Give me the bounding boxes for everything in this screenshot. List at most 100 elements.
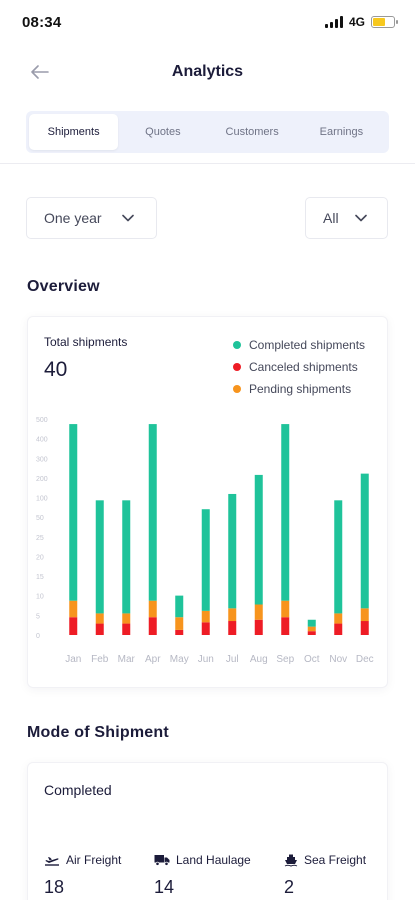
y-tick-label: 300 [36,456,48,463]
bar-segment-pending-shipments[interactable] [69,600,78,618]
ship-icon [284,854,298,867]
bar-segment-canceled-shipments[interactable] [281,617,290,635]
overview-title: Overview [27,278,100,295]
header-divider [0,163,415,164]
tab-bar: Shipments Quotes Customers Earnings [26,111,389,153]
scope-select[interactable]: All [305,197,388,239]
mode-item-sea: Sea Freight 2 [284,853,366,898]
bar-segment-canceled-shipments[interactable] [95,623,104,635]
bar-segment-completed-shipments[interactable] [281,424,290,601]
bar-segment-completed-shipments[interactable] [201,509,210,611]
shipments-bar-chart: 0 5 10 15 20 25 50 100 200 300 400 500 Jan Feb Mar Apr M… [36,417,374,665]
legend-label-canceled: Canceled shipments [249,360,358,374]
network-type: 4G [348,15,365,29]
y-tick-label: 15 [36,574,44,581]
x-tick-label: Oct [304,654,320,665]
arrow-left-icon [31,65,49,79]
page-title: Analytics [171,63,244,80]
legend-item-pending: Pending shipments [233,378,365,400]
bar-segment-canceled-shipments[interactable] [148,617,157,635]
mode-item-air-value: 18 [44,877,65,897]
mode-item-sea-label: Sea Freight [304,853,367,867]
total-shipments-label: Total shipments [44,335,128,349]
y-tick-label: 50 [36,515,44,522]
tab-shipments[interactable]: Shipments [29,114,119,150]
total-shipments-value: 40 [44,358,68,381]
y-tick-label: 200 [36,476,48,483]
tab-customers[interactable]: Customers [225,126,279,138]
bar-segment-completed-shipments[interactable] [95,500,104,614]
mode-item-air-label: Air Freight [66,853,122,867]
bar-segment-pending-shipments[interactable] [175,617,184,630]
legend-dot-canceled [233,363,241,371]
bar-segment-completed-shipments[interactable] [175,595,184,618]
bar-segment-completed-shipments[interactable] [334,500,343,614]
scope-select-value: All [323,210,339,226]
period-select[interactable]: One year [26,197,157,239]
x-tick-label: Jul [226,654,239,665]
x-tick-label: Apr [145,654,161,665]
bar-segment-canceled-shipments[interactable] [122,623,131,635]
status-bar: 08:34 4G [0,0,415,44]
tab-earnings[interactable]: Earnings [319,126,364,138]
mode-item-sea-value: 2 [284,877,295,897]
overview-card: Total shipments 40 Completed shipments C… [27,316,388,688]
mode-item-land: Land Haulage 14 [154,853,251,898]
x-tick-label: Aug [250,654,268,665]
y-tick-label: 5 [36,613,40,620]
bar-segment-completed-shipments[interactable] [360,473,369,609]
bar-segment-completed-shipments[interactable] [228,493,237,609]
bar-segment-completed-shipments[interactable] [254,474,263,605]
bar-segment-canceled-shipments[interactable] [254,619,263,635]
bar-segment-pending-shipments[interactable] [254,604,263,620]
bar-segment-pending-shipments[interactable] [334,613,343,624]
mode-card: Completed Air Freight 18 Land Haulage 14 [27,762,388,900]
truck-icon [154,855,170,866]
x-tick-label: Jan [65,654,81,665]
bar-segment-completed-shipments[interactable] [148,424,157,601]
top-bar: Analytics [0,52,415,92]
bar-segment-canceled-shipments[interactable] [228,621,237,635]
y-tick-label: 0 [36,633,40,640]
mode-title: Mode of Shipment [27,724,169,741]
legend-label-completed: Completed shipments [249,338,366,352]
bar-segment-canceled-shipments[interactable] [69,617,78,635]
bar-segment-pending-shipments[interactable] [228,608,237,622]
status-indicators: 4G [324,15,398,29]
mode-item-land-value: 14 [154,877,175,897]
back-button[interactable] [26,58,54,86]
bar-segment-pending-shipments[interactable] [201,610,210,623]
bar-segment-pending-shipments[interactable] [360,608,369,622]
bar-segment-completed-shipments[interactable] [69,424,78,601]
bar-segment-canceled-shipments[interactable] [360,621,369,635]
y-tick-label: 500 [36,417,48,424]
x-tick-label: Jun [198,654,214,665]
mode-subtitle: Completed [44,782,112,798]
y-tick-label: 400 [36,437,48,444]
y-tick-label: 100 [36,496,48,503]
x-tick-label: May [170,654,189,665]
bar-segment-pending-shipments[interactable] [281,600,290,618]
legend-item-canceled: Canceled shipments [233,356,365,378]
tab-quotes[interactable]: Quotes [145,126,181,138]
x-tick-label: Nov [329,654,347,665]
bar-segment-canceled-shipments[interactable] [201,622,210,635]
bar-segment-completed-shipments[interactable] [307,619,316,627]
bar-segment-pending-shipments[interactable] [95,613,104,624]
bar-segment-pending-shipments[interactable] [122,613,131,624]
bar-segment-pending-shipments[interactable] [307,626,316,632]
bar-segment-canceled-shipments[interactable] [307,631,316,635]
x-tick-label: Dec [356,654,374,665]
legend-dot-pending [233,385,241,393]
period-select-value: One year [44,210,102,226]
bar-segment-completed-shipments[interactable] [122,500,131,614]
bar-segment-canceled-shipments[interactable] [334,623,343,635]
x-tick-label: Feb [91,654,109,665]
legend-label-pending: Pending shipments [249,382,352,396]
y-tick-label: 25 [36,535,44,542]
bar-segment-pending-shipments[interactable] [148,600,157,618]
mode-item-land-label: Land Haulage [176,853,251,867]
bar-segment-canceled-shipments[interactable] [175,629,184,635]
mode-item-air: Air Freight 18 [44,853,121,898]
y-tick-label: 20 [36,554,44,561]
